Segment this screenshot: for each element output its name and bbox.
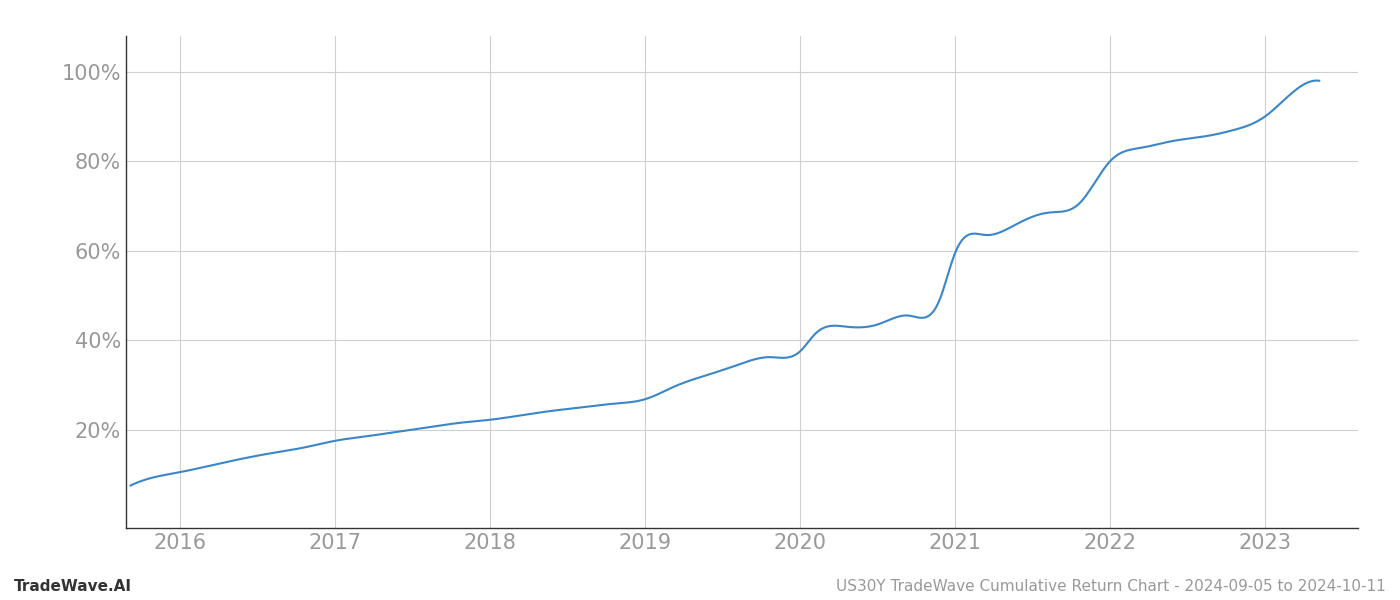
Text: US30Y TradeWave Cumulative Return Chart - 2024-09-05 to 2024-10-11: US30Y TradeWave Cumulative Return Chart … xyxy=(836,579,1386,594)
Text: TradeWave.AI: TradeWave.AI xyxy=(14,579,132,594)
